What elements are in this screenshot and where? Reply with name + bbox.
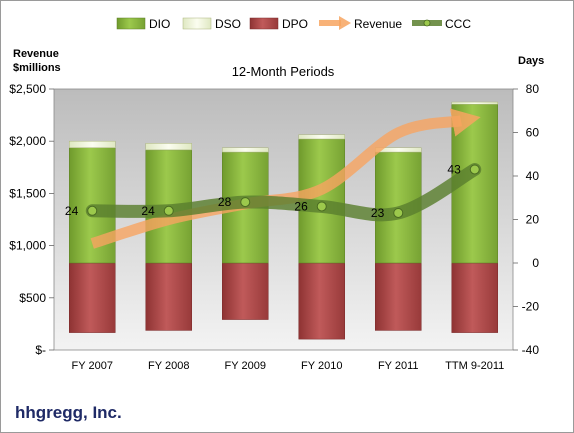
bar-dpo (145, 262, 192, 331)
plot-area (53, 88, 514, 351)
x-tick-label: FY 2011 (378, 360, 419, 372)
x-tick-label: FY 2008 (148, 360, 189, 372)
legend-label-revenue: Revenue (354, 17, 402, 31)
ccc-point (163, 205, 174, 216)
right-tick-label: 60 (526, 126, 540, 140)
legend-label-dso: DSO (215, 17, 241, 31)
ccc-point (87, 205, 98, 216)
legend-item-dio: DIO (116, 17, 170, 31)
legend: DIO DSO DPO Revenue CCC (116, 16, 471, 31)
left-axis: $- $500 $1,000 $1,500 $2,000 $2,500 (9, 82, 54, 357)
ccc-data-label: 26 (294, 199, 308, 213)
left-tick-label: $1,000 (9, 239, 46, 253)
bar-dso (298, 134, 345, 140)
left-axis-title-line2: $millions (13, 62, 61, 74)
bar-dpo (298, 262, 345, 340)
bar-dso (69, 140, 116, 148)
x-tick-label: TTM 9-2011 (445, 360, 504, 372)
ccc-data-label: 43 (447, 162, 461, 176)
legend-item-dso: DSO (182, 17, 241, 31)
ccc-data-label: 24 (65, 204, 79, 218)
legend-item-revenue: Revenue (319, 16, 402, 31)
line-layer (85, 108, 482, 249)
ccc-point (469, 164, 480, 175)
ccc-point (393, 207, 404, 218)
legend-item-ccc: CCC (412, 17, 471, 31)
ccc-point (240, 197, 251, 208)
left-tick-label: $1,500 (9, 186, 46, 200)
left-tick-label: $2,500 (9, 82, 46, 96)
right-tick-label: 40 (526, 169, 540, 183)
right-axis-title: Days (518, 55, 544, 67)
chart-title: 12-Month Periods (232, 64, 335, 79)
legend-label-dpo: DPO (282, 17, 308, 31)
legend-label-ccc: CCC (445, 17, 471, 31)
left-tick-label: $500 (19, 291, 46, 305)
ccc-line (85, 162, 482, 222)
bar-dpo (451, 262, 498, 333)
data-label-layer: 24 24 28 26 23 43 (65, 162, 461, 220)
right-tick-label: 20 (526, 213, 540, 227)
point-layer (87, 164, 480, 218)
right-tick-label: 80 (526, 82, 540, 96)
legend-item-dpo: DPO (249, 17, 308, 31)
right-tick-label: 0 (532, 256, 539, 270)
bar-dpo (222, 262, 269, 320)
ccc-data-label: 24 (141, 204, 155, 218)
company-name: hhgregg, Inc. (15, 403, 122, 422)
left-tick-label: $- (35, 343, 46, 357)
left-tick-label: $2,000 (9, 134, 46, 148)
x-tick-label: FY 2007 (72, 360, 113, 372)
right-axis: -40 -20 0 20 40 60 80 (513, 82, 539, 357)
ccc-data-label: 23 (371, 206, 385, 220)
x-tick-label: FY 2009 (225, 360, 266, 372)
x-axis: FY 2007 FY 2008 FY 2009 FY 2010 FY 2011 TTM 9… (72, 360, 505, 372)
bar-dpo (375, 262, 422, 331)
bar-dso (451, 101, 498, 105)
bar-dso (145, 143, 192, 151)
ccc-point (316, 201, 327, 212)
right-tick-label: -40 (522, 343, 540, 357)
right-tick-label: -20 (522, 300, 540, 314)
x-tick-label: FY 2010 (301, 360, 342, 372)
legend-label-dio: DIO (149, 17, 170, 31)
bar-dpo (69, 262, 116, 333)
left-axis-title-line1: Revenue (13, 48, 59, 60)
bar-dso (222, 147, 269, 153)
ccc-data-label: 28 (218, 195, 232, 209)
